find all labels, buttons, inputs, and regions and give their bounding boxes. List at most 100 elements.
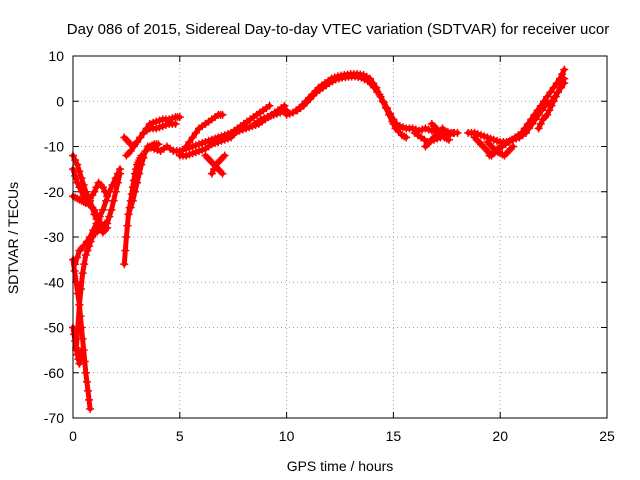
data-point (79, 180, 88, 189)
y-tick-label: -40 (44, 274, 64, 290)
data-point (128, 196, 137, 205)
data-point (71, 260, 80, 269)
data-point (81, 368, 90, 377)
data-point (534, 124, 543, 133)
y-tick-label: -30 (44, 229, 64, 245)
y-tick-label: -60 (44, 365, 64, 381)
data-point (115, 165, 124, 174)
data-point (560, 74, 569, 83)
data-point (543, 92, 552, 101)
axis-ticks: 0 5 10 15 20 25 -70 -60 -50 -40 -30 -20 -10 0 10 (44, 48, 615, 444)
data-point (558, 79, 567, 88)
data-point (111, 174, 120, 183)
data-point (185, 137, 194, 146)
data-point (77, 174, 86, 183)
x-tick-label: 20 (492, 428, 508, 444)
y-tick-label: 10 (48, 48, 64, 64)
data-point (218, 110, 227, 119)
data-point (370, 83, 379, 92)
chart-title: Day 086 of 2015, Sidereal Day-to-day VTE… (67, 21, 609, 38)
data-point (531, 115, 540, 124)
data-point (209, 165, 218, 174)
data-point (543, 110, 552, 119)
data-point (551, 92, 560, 101)
data-point (105, 212, 114, 221)
data-point (373, 88, 382, 97)
data-point (75, 300, 84, 309)
data-point (220, 151, 229, 160)
data-point (560, 65, 569, 74)
data-point (207, 169, 216, 178)
data-point (126, 147, 135, 156)
data-point (86, 404, 95, 413)
y-tick-label: -50 (44, 320, 64, 336)
data-point (386, 109, 395, 118)
data-point (126, 203, 135, 212)
data-point (73, 253, 82, 262)
data-point (379, 98, 388, 107)
data-point (83, 386, 92, 395)
x-tick-label: 15 (386, 428, 402, 444)
data-point (175, 113, 184, 122)
plot-frame (72, 55, 608, 419)
data-point (98, 183, 107, 192)
data-point (92, 219, 101, 228)
data-point (525, 124, 534, 133)
data-point (549, 97, 558, 106)
data-point (556, 83, 565, 92)
data-point (90, 187, 99, 196)
data-point (129, 142, 138, 151)
data-point (88, 203, 97, 212)
y-tick-label: -20 (44, 184, 64, 200)
data-point (82, 377, 91, 386)
data-point (70, 266, 79, 275)
data-point (105, 187, 114, 196)
x-tick-label: 5 (176, 428, 184, 444)
data-point (376, 92, 385, 101)
data-point (438, 124, 447, 133)
data-point (98, 205, 107, 214)
data-point (135, 169, 144, 178)
data-point (558, 70, 567, 79)
data-point (78, 269, 87, 278)
y-axis-label: SDTVAR / TECUs (5, 182, 21, 294)
data-point (123, 221, 132, 230)
data-point (75, 359, 84, 368)
data-point (78, 334, 87, 343)
data-point (137, 160, 146, 169)
data-point (108, 180, 117, 189)
data-point (102, 196, 111, 205)
data-point (154, 140, 163, 149)
data-point (107, 205, 116, 214)
data-point (218, 169, 227, 178)
x-tick-label: 10 (279, 428, 295, 444)
data-point (528, 119, 537, 128)
data-point (449, 128, 458, 137)
data-point (382, 104, 391, 113)
data-point (545, 106, 554, 115)
data-point (402, 133, 411, 142)
x-tick-label: 0 (69, 428, 77, 444)
data-point (553, 88, 562, 97)
data-point (72, 346, 81, 355)
data-point (109, 196, 118, 205)
data-point (79, 242, 88, 251)
data-point (71, 156, 80, 165)
y-tick-label: -10 (44, 139, 64, 155)
data-point (546, 88, 555, 97)
data-point (171, 119, 180, 128)
data-point (130, 187, 139, 196)
data-points (69, 65, 569, 413)
data-point (509, 142, 518, 151)
data-point (72, 278, 81, 287)
data-point (547, 101, 556, 110)
data-point (113, 169, 122, 178)
data-point (83, 246, 92, 255)
data-point (120, 260, 129, 269)
data-point (444, 135, 453, 144)
data-point (82, 237, 91, 246)
data-point (139, 153, 148, 162)
data-point (71, 171, 80, 180)
data-point (534, 110, 543, 119)
